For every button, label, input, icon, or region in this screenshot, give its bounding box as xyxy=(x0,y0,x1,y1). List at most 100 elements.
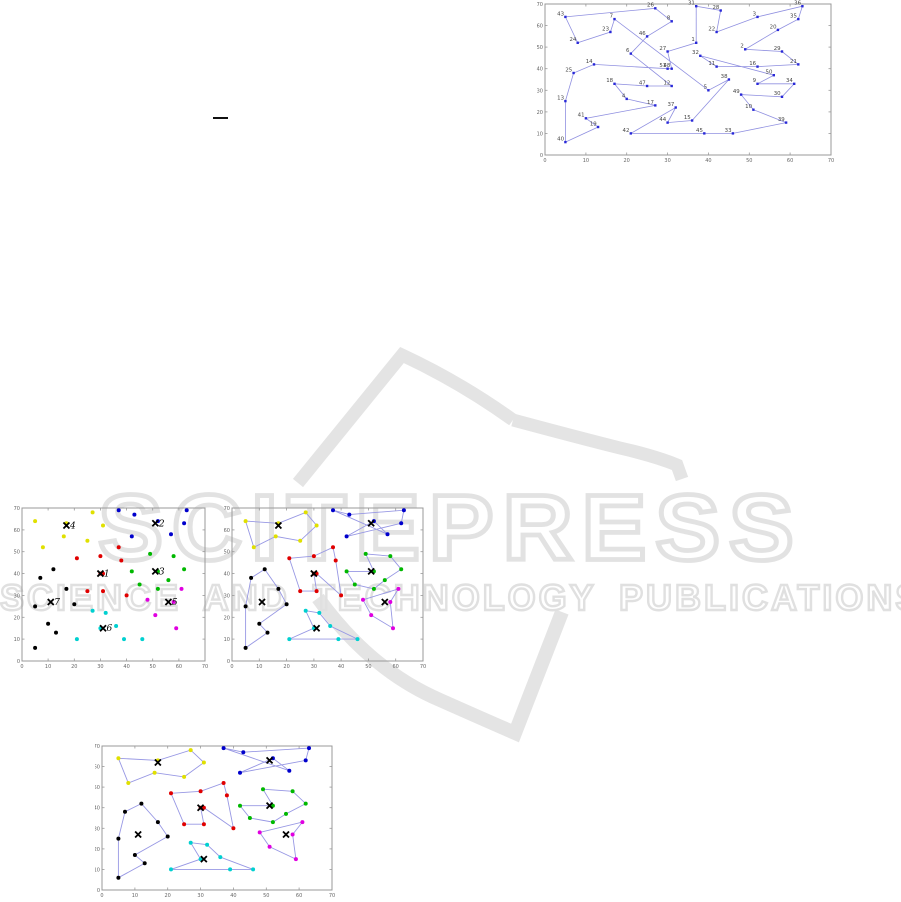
watermark-tagline: SCIENCE AND TECHNOLOGY PUBLICATIONS xyxy=(0,577,901,618)
svg-text:60: 60 xyxy=(393,664,399,670)
figure-cluster-subtours-plot: 0 10 20 30 40 50 60 70 0 10 20 30 40 50 60 70 xyxy=(223,502,426,679)
svg-text:70: 70 xyxy=(537,2,543,8)
svg-text:20: 20 xyxy=(224,615,230,621)
svg-text:60: 60 xyxy=(787,158,793,164)
svg-text:5: 5 xyxy=(704,85,707,91)
svg-text:30: 30 xyxy=(664,158,670,164)
cluster-scatter-canvas: 0 10 20 30 40 50 60 70 0 10 20 30 40 50 60 70 1 2 3 4 5 6 7 xyxy=(14,506,209,670)
svg-text:44: 44 xyxy=(659,117,666,123)
cluster-subtours-canvas-2: 0 10 20 30 40 50 60 70 0 10 20 30 40 50 60 70 xyxy=(95,744,335,899)
svg-text:60: 60 xyxy=(537,24,543,30)
svg-text:0: 0 xyxy=(230,664,233,670)
svg-text:10: 10 xyxy=(132,893,138,899)
svg-text:12: 12 xyxy=(663,80,670,86)
svg-text:6: 6 xyxy=(107,624,113,634)
svg-text:23: 23 xyxy=(602,26,609,32)
svg-text:30: 30 xyxy=(97,664,103,670)
svg-text:0: 0 xyxy=(540,153,543,159)
svg-text:34: 34 xyxy=(786,78,793,84)
svg-text:9: 9 xyxy=(753,78,757,84)
svg-text:50: 50 xyxy=(263,893,269,899)
svg-text:40: 40 xyxy=(705,158,711,164)
svg-text:10: 10 xyxy=(14,637,20,643)
svg-text:25: 25 xyxy=(565,67,572,73)
svg-text:6: 6 xyxy=(626,48,630,54)
svg-text:20: 20 xyxy=(624,158,630,164)
svg-text:37: 37 xyxy=(667,102,674,108)
dash-rule xyxy=(213,117,228,119)
svg-text:36: 36 xyxy=(794,1,801,7)
svg-text:50: 50 xyxy=(766,70,773,76)
svg-text:32: 32 xyxy=(692,50,699,56)
svg-text:0: 0 xyxy=(17,659,20,665)
svg-text:20: 20 xyxy=(71,664,77,670)
svg-text:20: 20 xyxy=(14,615,20,621)
svg-text:5: 5 xyxy=(172,598,178,608)
svg-text:49: 49 xyxy=(733,89,740,95)
svg-text:42: 42 xyxy=(623,128,630,134)
figure-cluster-scatter-plot: 0 10 20 30 40 50 60 70 0 10 20 30 40 50 60 70 1 2 3 4 5 6 7 xyxy=(12,502,212,677)
svg-text:30: 30 xyxy=(311,664,317,670)
svg-text:10: 10 xyxy=(745,104,752,110)
svg-text:10: 10 xyxy=(256,664,262,670)
svg-text:26: 26 xyxy=(647,3,654,9)
svg-text:60: 60 xyxy=(176,664,182,670)
svg-text:27: 27 xyxy=(659,46,666,52)
svg-text:0: 0 xyxy=(20,664,23,670)
svg-text:13: 13 xyxy=(557,96,564,102)
svg-text:33: 33 xyxy=(725,128,732,134)
svg-text:7: 7 xyxy=(54,598,60,608)
svg-text:51: 51 xyxy=(659,63,666,69)
svg-text:70: 70 xyxy=(95,744,100,750)
svg-text:45: 45 xyxy=(696,128,703,134)
svg-text:50: 50 xyxy=(537,45,543,51)
svg-text:50: 50 xyxy=(224,550,230,556)
svg-text:43: 43 xyxy=(557,11,564,17)
svg-text:40: 40 xyxy=(14,572,20,578)
svg-text:4: 4 xyxy=(622,93,626,99)
svg-text:29: 29 xyxy=(774,46,781,52)
svg-text:70: 70 xyxy=(224,506,230,512)
svg-text:60: 60 xyxy=(95,765,100,771)
svg-text:17: 17 xyxy=(647,100,654,106)
svg-text:40: 40 xyxy=(123,664,129,670)
svg-text:60: 60 xyxy=(224,528,230,534)
svg-text:15: 15 xyxy=(684,115,691,121)
figure-tsp-tour-plot: 0 10 20 30 40 50 60 70 0 10 20 30 40 50 60 70 1 2 3 4 5 6 7 8 9 1… xyxy=(533,0,841,172)
svg-text:40: 40 xyxy=(230,893,236,899)
svg-text:40: 40 xyxy=(557,137,564,143)
svg-text:50: 50 xyxy=(95,785,100,791)
svg-text:2: 2 xyxy=(158,519,165,529)
svg-text:10: 10 xyxy=(537,131,543,137)
svg-text:70: 70 xyxy=(420,664,426,670)
svg-text:10: 10 xyxy=(224,637,230,643)
svg-text:8: 8 xyxy=(667,16,671,22)
svg-text:35: 35 xyxy=(790,14,797,20)
svg-text:30: 30 xyxy=(224,593,230,599)
svg-text:30: 30 xyxy=(774,91,781,97)
svg-text:70: 70 xyxy=(202,664,208,670)
watermark-wordmark: SCITEPRESS xyxy=(96,475,803,580)
svg-text:0: 0 xyxy=(100,893,103,899)
svg-text:0: 0 xyxy=(97,888,100,894)
svg-text:1: 1 xyxy=(691,37,694,43)
svg-text:20: 20 xyxy=(165,893,171,899)
svg-text:20: 20 xyxy=(95,847,100,853)
svg-text:1: 1 xyxy=(104,570,110,580)
svg-text:18: 18 xyxy=(606,78,613,84)
svg-text:40: 40 xyxy=(537,67,543,73)
cluster-subtours-canvas: 0 10 20 30 40 50 60 70 0 10 20 30 40 50 60 70 xyxy=(224,506,426,670)
svg-text:20: 20 xyxy=(770,24,777,30)
svg-text:50: 50 xyxy=(365,664,371,670)
svg-text:21: 21 xyxy=(790,59,797,65)
svg-text:40: 40 xyxy=(95,806,100,812)
svg-text:14: 14 xyxy=(586,59,593,65)
figure-cluster-subtours-plot-2: 0 10 20 30 40 50 60 70 0 10 20 30 40 50 60 70 xyxy=(95,740,338,902)
svg-text:22: 22 xyxy=(708,26,715,32)
svg-text:30: 30 xyxy=(95,826,100,832)
svg-text:70: 70 xyxy=(329,893,335,899)
svg-text:10: 10 xyxy=(583,158,589,164)
svg-text:50: 50 xyxy=(150,664,156,670)
